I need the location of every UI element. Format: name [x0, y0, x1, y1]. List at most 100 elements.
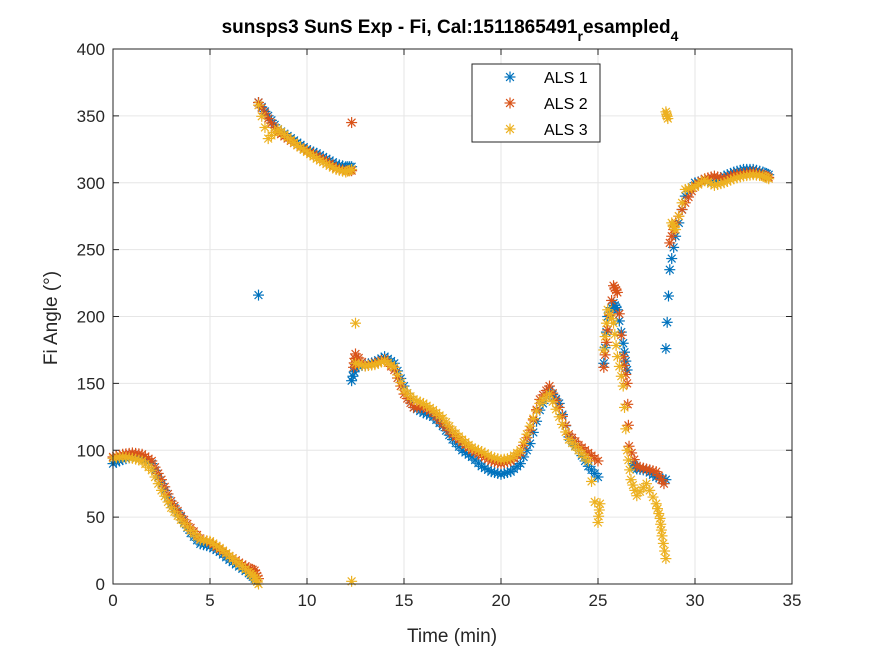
data-point — [514, 444, 526, 456]
y-tick-label: 0 — [96, 575, 105, 594]
data-point — [259, 121, 271, 133]
data-point — [617, 380, 629, 392]
data-point — [544, 380, 555, 392]
data-point — [556, 418, 568, 430]
data-point — [350, 317, 361, 329]
data-point — [660, 553, 672, 565]
data-point — [547, 396, 559, 408]
data-point — [592, 516, 604, 528]
data-point — [625, 474, 637, 486]
data-point — [524, 438, 536, 450]
data-point — [650, 498, 662, 510]
data-point — [301, 146, 313, 158]
x-tick-label: 10 — [298, 591, 317, 610]
legend-label: ALS 2 — [544, 96, 588, 113]
data-point — [594, 498, 606, 510]
data-point — [586, 475, 598, 487]
data-point — [553, 411, 565, 423]
series-3 — [107, 99, 775, 590]
data-point — [392, 369, 404, 381]
data-point — [673, 210, 685, 222]
data-point — [655, 518, 667, 530]
y-tick-label: 50 — [86, 508, 105, 527]
data-point — [689, 181, 701, 193]
y-axis-label: Fi Angle (°) — [41, 271, 62, 365]
data-point — [609, 328, 621, 340]
data-point — [152, 478, 164, 490]
data-point — [385, 359, 397, 371]
data-point — [615, 329, 627, 341]
data-point — [599, 331, 611, 343]
data-point — [210, 540, 222, 552]
data-point — [162, 496, 174, 508]
data-point — [521, 428, 533, 440]
x-tick-label: 30 — [686, 591, 705, 610]
data-point — [613, 308, 625, 320]
data-point — [256, 110, 268, 122]
data-point — [658, 478, 670, 490]
data-point — [207, 537, 219, 549]
x-tick-label: 25 — [589, 591, 608, 610]
data-point — [159, 490, 171, 502]
data-point — [660, 343, 672, 355]
data-point — [664, 264, 676, 276]
legend-marker — [504, 123, 516, 135]
data-point — [619, 401, 631, 413]
data-point — [620, 368, 632, 380]
data-point — [317, 156, 329, 168]
y-tick-label: 250 — [77, 241, 105, 260]
data-point — [156, 484, 167, 496]
data-point — [615, 370, 627, 382]
chart-title: sunsps3 SunS Exp - Fi, Cal:1511865491res… — [222, 17, 679, 44]
data-point — [613, 360, 625, 372]
data-point — [611, 351, 623, 363]
data-point — [670, 224, 682, 236]
x-tick-label: 35 — [783, 591, 802, 610]
y-tick-label: 400 — [77, 40, 105, 59]
data-point — [592, 471, 604, 483]
legend-box — [471, 63, 601, 143]
data-point — [253, 289, 264, 301]
data-point — [253, 99, 264, 111]
data-point — [662, 113, 674, 125]
legend: ALS 1 ALS 2 ALS 3 — [471, 63, 601, 143]
data-point — [346, 575, 358, 587]
data-point — [592, 455, 604, 467]
data-point — [518, 436, 530, 448]
data-point — [659, 545, 671, 557]
data-point — [298, 144, 310, 156]
data-point — [676, 197, 688, 209]
data-point — [417, 397, 429, 409]
data-point — [611, 286, 623, 298]
data-point — [295, 142, 307, 154]
data-point — [560, 426, 572, 438]
data-point — [531, 405, 543, 417]
data-point — [666, 253, 678, 265]
x-tick-label: 20 — [492, 591, 511, 610]
data-point — [602, 304, 614, 316]
data-point — [606, 294, 618, 306]
y-tick-label: 100 — [77, 441, 105, 460]
data-point — [204, 535, 216, 547]
data-point — [666, 230, 678, 242]
data-point — [647, 491, 659, 503]
data-point — [598, 344, 610, 356]
data-point — [346, 163, 358, 175]
data-point — [291, 139, 303, 151]
data-point — [622, 454, 634, 466]
x-tick-label: 15 — [395, 591, 414, 610]
y-tick-label: 300 — [77, 174, 105, 193]
data-point — [656, 530, 668, 542]
data-point — [664, 237, 676, 249]
data-point — [604, 308, 616, 320]
data-point — [582, 455, 594, 467]
y-tick-label: 350 — [77, 107, 105, 126]
data-point — [379, 355, 391, 367]
data-point — [382, 357, 394, 369]
data-point — [661, 316, 673, 328]
data-point — [608, 317, 620, 329]
legend-label: ALS 3 — [544, 122, 588, 139]
data-point — [304, 148, 316, 160]
